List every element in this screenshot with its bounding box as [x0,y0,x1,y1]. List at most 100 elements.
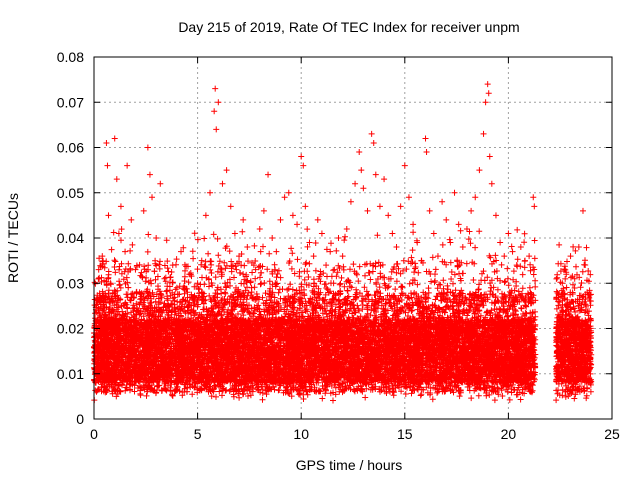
roti-point [497,239,504,246]
roti-point [115,230,122,237]
x-tick-label: 20 [501,426,517,442]
roti-point [521,257,528,264]
roti-point [99,253,106,260]
data-points [91,81,595,404]
roti-point [468,207,475,214]
roti-point [484,81,491,88]
y-tick-labels: 0 0.01 0.02 0.03 0.04 0.05 0.06 0.07 0.08 [57,49,84,427]
roti-point [215,99,222,106]
roti-point [480,130,487,137]
roti-point [236,253,243,260]
roti-point [492,212,499,219]
roti-point [281,194,288,201]
roti-point [140,207,147,214]
roti-point [146,171,153,178]
roti-point-cloud [91,226,595,404]
roti-point [285,189,292,196]
roti-point [105,212,112,219]
roti-point [244,244,251,251]
roti-point [213,126,220,133]
roti-point [277,216,284,223]
roti-point [356,149,363,156]
roti-point [397,203,404,210]
roti-point [252,266,259,273]
roti-point [410,221,417,228]
roti-point [563,307,570,314]
roti-point [331,266,338,273]
roti-point [434,253,441,260]
x-tick-label: 0 [90,426,98,442]
roti-point [165,302,172,309]
roti-point [161,275,168,282]
y-tick-label: 0.01 [57,366,84,382]
roti-point [231,230,238,237]
roti-point [149,194,156,201]
roti-point [555,298,562,305]
roti-point [124,162,131,169]
roti-point [455,221,462,228]
roti-point [405,194,412,201]
roti-point [401,162,408,169]
roti-point [584,289,591,296]
roti-point [482,99,489,106]
axis-ticks [93,56,613,420]
roti-point [571,275,578,282]
roti-point [104,162,111,169]
x-tick-label: 15 [397,426,413,442]
roti-point [323,262,330,269]
roti-point [227,203,234,210]
roti-point [579,207,586,214]
roti-point [393,244,400,251]
roti-point [132,266,139,273]
roti-point [352,180,359,187]
y-tick-label: 0.02 [57,321,84,337]
roti-point [302,203,309,210]
roti-point [212,85,219,92]
roti-point [485,90,492,97]
roti-point [128,216,135,223]
roti-point [109,330,116,337]
roti-point [223,167,230,174]
roti-point [517,244,524,251]
y-tick-label: 0.05 [57,185,84,201]
roti-point [153,235,160,241]
roti-point [248,284,255,291]
roti-point [451,189,458,196]
roti-point [186,271,193,278]
roti-point [509,248,516,255]
roti-point [418,257,425,264]
roti-point [300,162,307,169]
roti-point [335,235,342,241]
roti-point [476,167,483,174]
roti-point [586,316,593,323]
y-tick-label: 0.06 [57,140,84,156]
roti-point [173,284,180,291]
roti-point [157,180,164,187]
roti-point [95,334,102,341]
roti-point [486,153,493,160]
roti-point [117,203,124,210]
roti-point [368,130,375,137]
roti-point [211,108,218,115]
roti-point [260,207,267,214]
roti-point [389,230,396,237]
x-tick-labels: 0 5 10 15 20 25 [90,426,620,442]
roti-point [426,207,433,214]
roti-point [194,280,201,287]
roti-point [530,194,537,201]
roti-point [202,212,209,219]
roti-point [370,139,377,146]
roti-point [207,189,214,196]
roti-point [327,248,334,255]
roti-point [559,280,566,287]
roti-point [97,293,104,300]
roti-point [505,230,512,237]
roti-point [318,230,325,237]
roti-point [347,198,354,205]
roti-point [103,139,110,146]
roti-point [372,171,379,178]
roti-point [310,253,317,260]
roti-point [101,316,108,323]
roti-point [447,239,454,246]
